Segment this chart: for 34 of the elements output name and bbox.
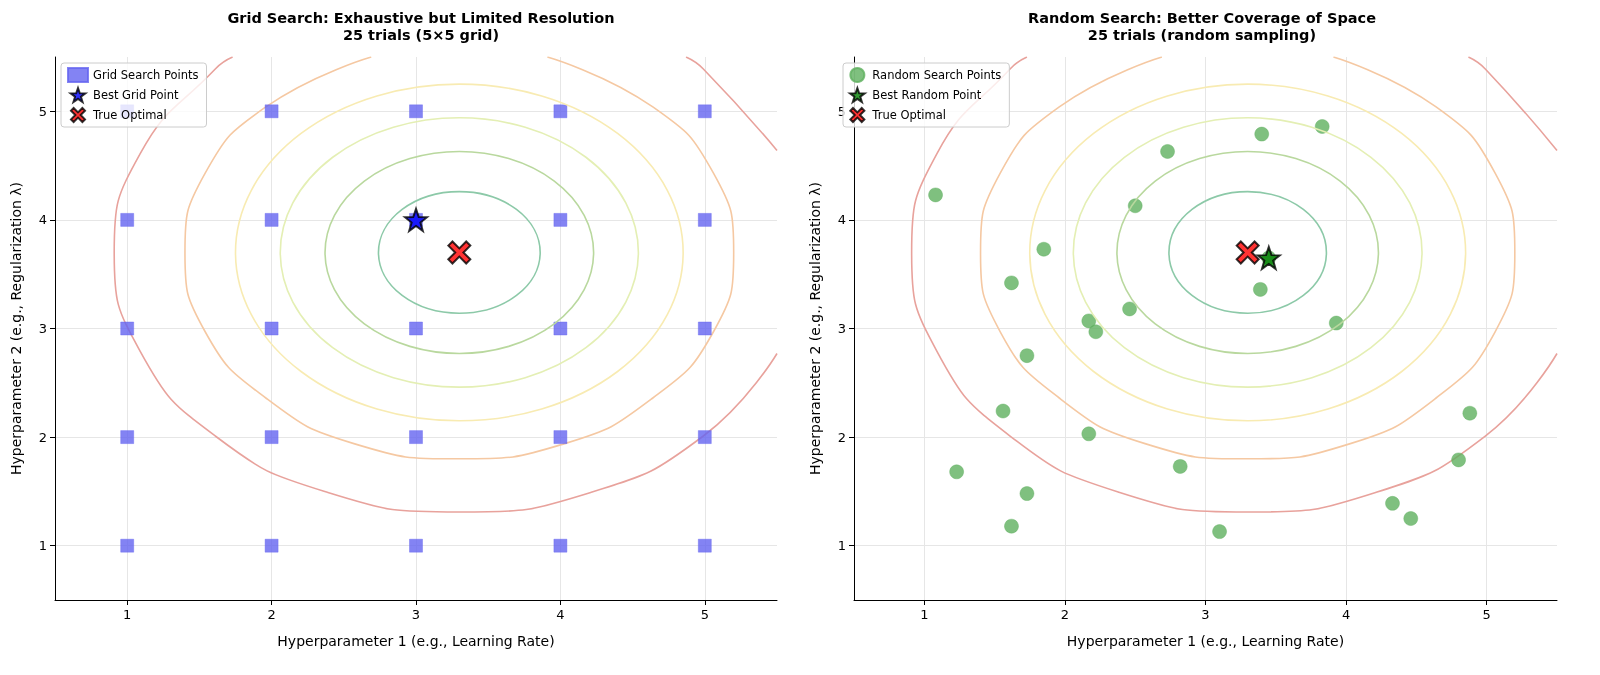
y-tick-label: 2 [38,429,47,445]
x-tick-label: 4 [1341,607,1351,622]
y-tick-label: 3 [837,321,846,336]
x-tick-label: 4 [556,607,565,622]
x-tick-label: 5 [1482,607,1491,622]
legend-label: Grid Search Points [93,68,199,82]
chart-subtitle: 25 trials (random sampling) [1087,26,1317,43]
y-tick-label: 4 [837,212,846,228]
y-tick-label: 1 [837,538,846,554]
x-tick-label: 2 [1060,607,1070,622]
y-tick-label: 1 [38,538,47,554]
legend-label: Random Search Points [872,68,1002,82]
y-tick-label: 5 [837,103,846,119]
x-tick-label: 5 [700,607,709,622]
x-tick-label: 3 [411,607,421,622]
x-tick-label: 3 [1201,607,1210,622]
x-tick-label: 1 [123,607,132,622]
chart-subtitle: 25 trials (5×5 grid) [342,26,500,43]
legend-label: Best Random Point [872,88,982,102]
x-tick-label: 1 [920,607,929,622]
y-tick-label: 4 [38,212,47,228]
x-tick-label: 2 [267,607,276,622]
y-tick-label: 3 [38,321,47,336]
x-axis-title: Hyperparameter 1 (e.g., Learning Rate) [277,633,555,649]
y-tick-label: 2 [837,429,846,445]
y-tick-label: 5 [38,103,47,119]
y-axis-title: Hyperparameter 2 (e.g., Regularization λ) [807,181,823,476]
legend-label: True Optimal [871,108,946,122]
y-axis-title: Hyperparameter 2 (e.g., Regularization λ) [8,181,24,476]
legend-label: Best Grid Point [93,88,179,102]
legend-label: True Optimal [92,108,167,122]
x-axis-title: Hyperparameter 1 (e.g., Learning Rate) [1066,633,1345,649]
chart-title: Random Search: Better Coverage of Space [1028,9,1377,26]
chart-title: Grid Search: Exhaustive but Limited Resolution [227,9,615,26]
